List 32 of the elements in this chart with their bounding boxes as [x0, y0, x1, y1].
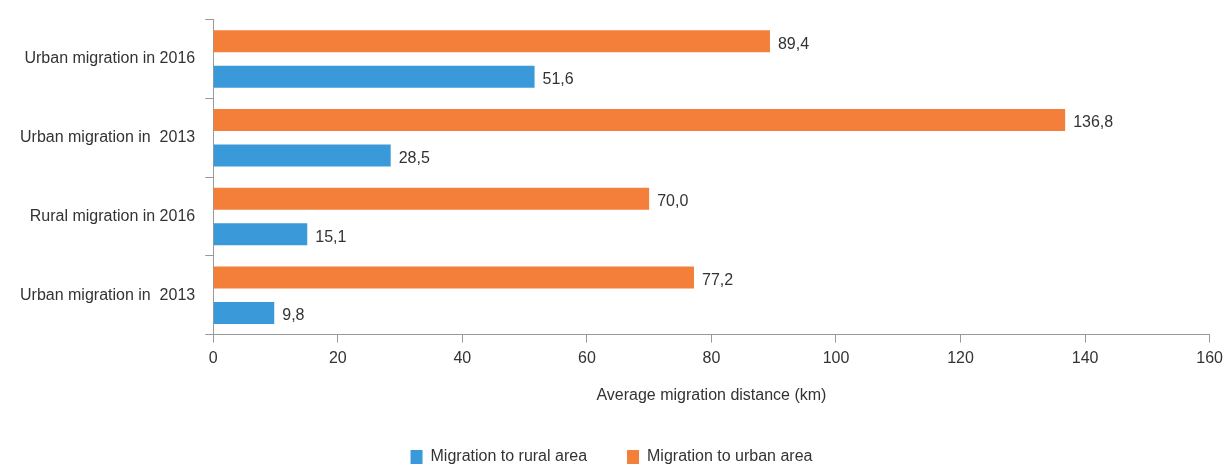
x-tick-label: 140 [1071, 348, 1099, 366]
x-tick-label: 160 [1196, 348, 1224, 366]
x-tick-label: 120 [947, 348, 974, 366]
x-tick-label: 0 [208, 348, 218, 366]
legend-label: Migration to rural area [430, 447, 588, 465]
x-tick-label: 80 [702, 348, 721, 366]
data-label: 9,8 [282, 306, 305, 324]
x-tick-label: 40 [453, 348, 472, 366]
legend-label: Migration to urban area [647, 447, 813, 465]
bar [213, 187, 650, 210]
data-label: 70,0 [657, 192, 689, 210]
bar [213, 109, 1066, 131]
bar [213, 301, 275, 324]
data-label: 89,4 [777, 34, 810, 52]
data-label: 77,2 [701, 270, 734, 288]
y-tick-label: Urban migration in 2016 [24, 49, 196, 67]
bar [213, 144, 391, 167]
data-label: 28,5 [398, 148, 430, 166]
y-tick-label: Urban migration in 2013 [19, 285, 196, 303]
y-tick-label: Rural migration in 2016 [29, 206, 196, 224]
x-axis-title: Average migration distance (km) [596, 385, 827, 403]
bar [213, 223, 308, 246]
x-tick-label: 20 [328, 348, 347, 366]
x-tick-label: 60 [577, 348, 596, 366]
data-label: 136,8 [1073, 113, 1114, 131]
bar [213, 30, 770, 53]
x-tick-label: 100 [822, 348, 850, 366]
data-label: 15,1 [315, 227, 347, 245]
bar [213, 266, 694, 289]
data-label: 51,6 [542, 70, 574, 88]
y-tick-label: Urban migration in 2013 [19, 128, 196, 146]
bar [213, 65, 535, 88]
